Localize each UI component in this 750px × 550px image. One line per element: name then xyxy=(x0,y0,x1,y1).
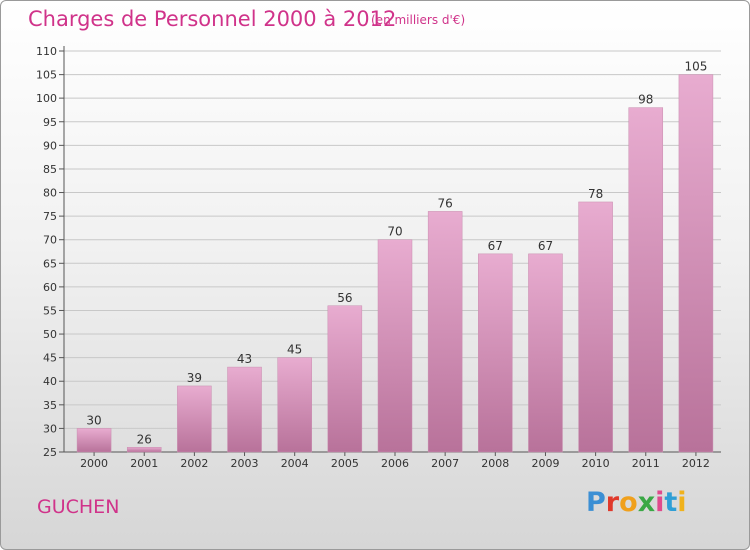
x-tick-label: 2002 xyxy=(180,457,208,470)
y-tick-label: 65 xyxy=(43,257,57,270)
bar xyxy=(227,366,262,453)
bar-value-label: 56 xyxy=(337,291,352,305)
y-tick-label: 90 xyxy=(43,139,57,152)
x-tick-label: 2010 xyxy=(582,457,610,470)
y-tick-label: 100 xyxy=(36,92,57,105)
y-tick-label: 55 xyxy=(43,304,57,317)
x-tick-label: 2004 xyxy=(281,457,309,470)
logo-letter: x xyxy=(637,487,656,518)
y-tick-label: 75 xyxy=(43,210,57,223)
x-tick-label: 2007 xyxy=(431,457,459,470)
bar-value-label: 70 xyxy=(387,225,402,239)
y-tick-label: 50 xyxy=(43,328,57,341)
y-tick-label: 30 xyxy=(43,422,57,435)
bar-value-label: 78 xyxy=(588,187,603,201)
x-tick-label: 2009 xyxy=(531,457,559,470)
bar xyxy=(76,428,112,453)
y-tick-label: 110 xyxy=(36,45,57,58)
y-tick-label: 35 xyxy=(43,399,57,412)
bar xyxy=(377,239,413,453)
logo-letter: i xyxy=(677,487,687,518)
logo-letter: i xyxy=(655,487,665,518)
bar xyxy=(126,447,162,453)
axes: 25 30 35 40 45 50 55 60 65 70 75 80 85 90 95 100 105 110 2… xyxy=(36,45,721,470)
y-tick-label: 40 xyxy=(43,375,57,388)
bar xyxy=(327,305,363,453)
x-tick-label: 2001 xyxy=(130,457,158,470)
bar xyxy=(478,253,513,453)
x-tick-label: 2008 xyxy=(481,457,509,470)
x-tick-label: 2012 xyxy=(682,457,710,470)
logo-letter: t xyxy=(664,487,678,518)
bar-value-label: 43 xyxy=(237,352,252,366)
y-tick-label: 70 xyxy=(43,234,57,247)
bar xyxy=(678,74,714,453)
bar-value-label: 39 xyxy=(187,371,202,385)
x-tick-label: 2011 xyxy=(632,457,660,470)
bar xyxy=(528,253,563,453)
logo-letter: o xyxy=(619,487,638,518)
bar-value-label: 98 xyxy=(638,93,653,107)
y-tick-label: 80 xyxy=(43,187,57,200)
bar-value-label: 45 xyxy=(287,343,302,357)
bar-value-label: 76 xyxy=(438,196,453,210)
y-tick-label: 45 xyxy=(43,352,57,365)
labels: 30 26 39 43 45 56 70 76 67 67 78 98 105 xyxy=(86,60,707,447)
bar-value-label: 30 xyxy=(86,413,101,427)
x-tick-label: 2005 xyxy=(331,457,359,470)
chart-subtitle: (en milliers d'€) xyxy=(371,13,466,27)
x-tick-label: 2006 xyxy=(381,457,409,470)
chart-title: Charges de Personnel 2000 à 2012 xyxy=(28,7,397,31)
bar-value-label: 67 xyxy=(488,239,503,253)
bar xyxy=(277,357,312,453)
y-tick-label: 95 xyxy=(43,116,57,129)
bar-value-label: 67 xyxy=(538,239,553,253)
y-tick-label: 85 xyxy=(43,163,57,176)
bar-value-label: 26 xyxy=(137,432,152,446)
bars xyxy=(76,74,714,453)
x-tick-label: 2003 xyxy=(231,457,259,470)
bar xyxy=(628,107,664,453)
commune-name: GUCHEN xyxy=(37,496,120,518)
bar xyxy=(427,211,463,453)
y-tick-label: 60 xyxy=(43,281,57,294)
y-tick-label: 105 xyxy=(36,69,57,82)
proxiti-logo[interactable]: Proxiti xyxy=(586,487,687,518)
logo-letter: r xyxy=(605,487,620,518)
bar xyxy=(177,385,212,453)
bar xyxy=(578,201,613,453)
bar-value-label: 105 xyxy=(684,60,707,74)
y-tick-label: 25 xyxy=(43,446,57,459)
logo-letter: P xyxy=(586,487,606,518)
x-tick-label: 2000 xyxy=(80,457,108,470)
